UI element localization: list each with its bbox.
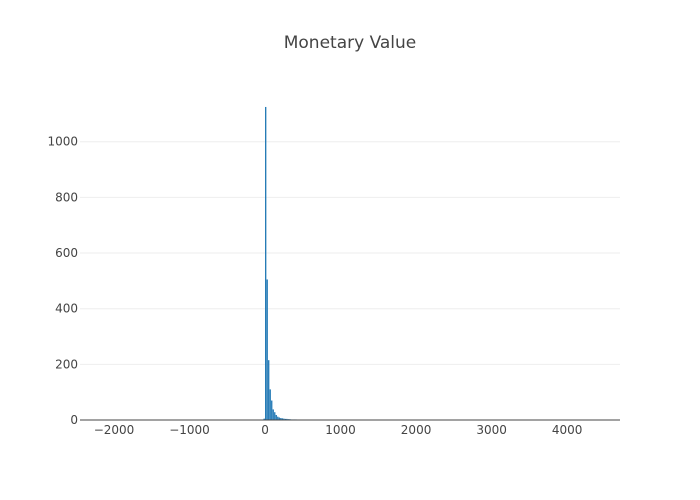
y-tick-label: 1000 (47, 135, 78, 149)
gridlines (80, 141, 620, 365)
x-tick-label: 0 (261, 423, 269, 437)
y-tick-label: 600 (55, 246, 78, 260)
x-tick-label: 1000 (325, 423, 356, 437)
histogram-bar (286, 418, 288, 420)
x-tick-label: 4000 (552, 423, 583, 437)
y-tick-label: 800 (55, 190, 78, 204)
histogram-bar (265, 106, 267, 421)
histogram-bar (271, 400, 273, 420)
histogram-bar (274, 412, 276, 420)
histogram-bar (281, 418, 283, 420)
histogram-bar (275, 414, 277, 420)
y-axis-ticks: 0 200 400 600 800 1000 (47, 135, 78, 427)
y-tick-label: 0 (70, 413, 78, 427)
x-tick-label: 3000 (476, 423, 507, 437)
histogram-bar (272, 409, 274, 420)
x-tick-label: 2000 (401, 423, 432, 437)
x-tick-label: −1000 (169, 423, 210, 437)
histogram-bar (277, 416, 279, 420)
histogram-bar (263, 418, 265, 420)
y-tick-label: 200 (55, 357, 78, 371)
histogram-bar (283, 418, 285, 420)
histogram-bar (278, 417, 280, 420)
x-tick-label: −2000 (94, 423, 135, 437)
bars (263, 106, 350, 421)
histogram-bar (269, 389, 271, 420)
histogram-bar (280, 418, 282, 420)
chart-title: Monetary Value (283, 33, 417, 53)
x-axis-ticks: −2000 −1000 0 1000 2000 3000 4000 (94, 423, 583, 437)
histogram-bar (266, 279, 268, 420)
histogram-bar (268, 360, 270, 420)
histogram-bar (284, 418, 286, 420)
y-tick-label: 400 (55, 302, 78, 316)
